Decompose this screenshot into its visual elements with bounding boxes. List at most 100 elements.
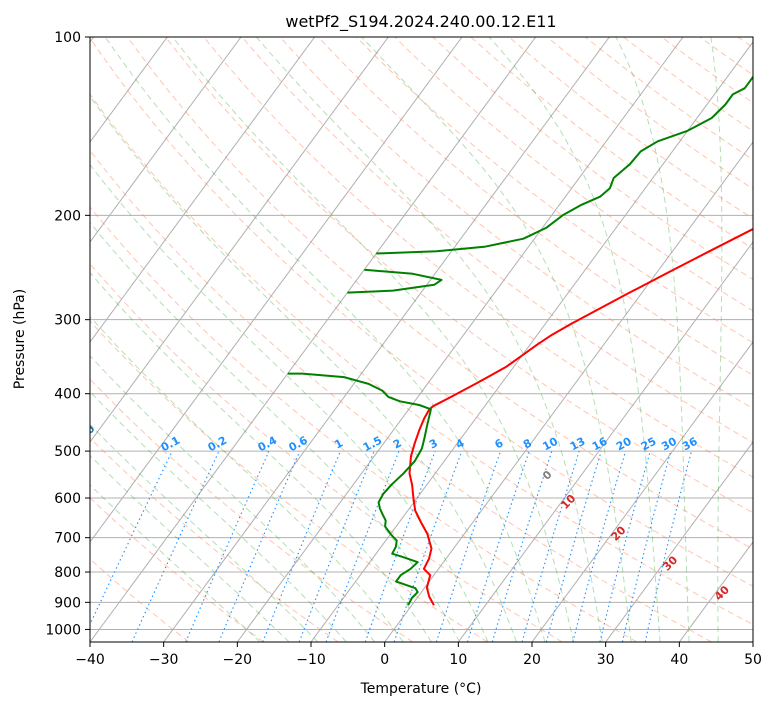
y-tick-label: 700 <box>54 531 81 547</box>
profile-series-0 <box>408 227 753 606</box>
isotherm--50 <box>90 37 463 543</box>
dry-adiabat--10 <box>90 437 339 642</box>
isotherm--40 <box>90 37 537 642</box>
dry-adiabat-170 <box>508 37 753 220</box>
x-tick-label: 10 <box>449 652 467 668</box>
y-tick-label: 800 <box>54 565 81 581</box>
x-tick-label: −40 <box>75 652 105 668</box>
x-tick-label: 40 <box>670 652 688 668</box>
x-tick-label: 0 <box>380 652 389 668</box>
mixing-ratio-line-4 <box>262 450 341 642</box>
moist-adiabat-label: 30 <box>660 553 680 573</box>
moist-adiabat--12 <box>90 423 319 642</box>
mixing-ratio-line-2 <box>185 450 270 642</box>
mixing-ratio-label: 13 <box>568 435 588 454</box>
dry-adiabat-200 <box>623 37 753 132</box>
dry-adiabat-100 <box>241 37 753 444</box>
profile-series-2 <box>347 268 443 294</box>
x-tick-label: −20 <box>223 652 253 668</box>
isotherm--20 <box>236 37 684 642</box>
moist-adiabat-label: 0 <box>540 468 555 483</box>
y-tick-label: 400 <box>54 387 81 403</box>
y-tick-label: 300 <box>54 313 81 329</box>
y-tick-label: 900 <box>54 595 81 611</box>
moist-adiabat-36 <box>488 37 661 642</box>
dry-adiabat-label: -10 <box>75 422 98 446</box>
mixing-ratio-label: 10 <box>540 435 560 454</box>
mixing-ratio-label: 6 <box>493 436 506 451</box>
isotherm--90 <box>90 37 168 143</box>
isotherm--70 <box>90 37 316 343</box>
y-tick-label: 600 <box>54 491 81 507</box>
dry-adiabat-110 <box>279 37 753 410</box>
isotherm-0 <box>384 141 753 642</box>
isotherm-30 <box>605 441 753 642</box>
dry-adiabat-150 <box>432 37 753 281</box>
moist-adiabat-12 <box>90 163 489 642</box>
x-axis: −40 −30 −20 −10 0 10 20 30 40 50 <box>75 642 762 668</box>
mixing-ratio-line-17 <box>644 450 693 642</box>
dry-adiabat-130 <box>356 37 753 344</box>
isotherm--30 <box>163 37 610 642</box>
mixing-ratio-label: 16 <box>590 435 610 454</box>
mixing-ratio-label: 30 <box>659 435 679 454</box>
dry-adiabat-90 <box>203 37 753 478</box>
dry-adiabat--20 <box>90 497 264 642</box>
background-lines <box>90 37 753 642</box>
moist-adiabat-label: 40 <box>712 583 732 603</box>
isotherm--60 <box>90 37 389 443</box>
dry-adiabat-190 <box>585 37 753 161</box>
y-tick-label: 100 <box>54 30 81 46</box>
dry-adiabat-70 <box>127 37 753 550</box>
isotherm-20 <box>531 341 753 642</box>
moist-adiabat-32 <box>361 37 632 642</box>
y-axis: 100 200 300 400 500 600 700 800 900 1000 <box>45 30 90 638</box>
y-axis-label: Pressure (hPa) <box>12 289 28 389</box>
moist-adiabat-40 <box>615 37 690 642</box>
dry-adiabat-140 <box>394 37 753 312</box>
profile-series-3 <box>376 75 753 255</box>
isotherm-50 <box>752 641 753 642</box>
mixing-ratio-label: 3 <box>427 436 440 451</box>
y-tick-label: 500 <box>54 444 81 460</box>
mixing-ratio-line-0 <box>90 450 173 626</box>
mixing-ratio-label: 20 <box>614 435 634 454</box>
mixing-ratio-line-1 <box>131 450 220 642</box>
x-tick-label: −10 <box>296 652 326 668</box>
mixing-ratio-line-15 <box>599 450 651 642</box>
moist-adiabat-8 <box>90 221 461 642</box>
dry-adiabat-80 <box>165 37 753 514</box>
moist-adiabat-44 <box>710 37 723 642</box>
moist-adiabat-4 <box>90 271 432 642</box>
mixing-ratio-label: 8 <box>521 436 534 451</box>
mixing-ratio-line-10 <box>466 450 530 642</box>
dry-adiabat-230 <box>737 37 753 49</box>
mixing-ratio-line-5 <box>298 450 375 642</box>
dry-adiabat-180 <box>546 37 753 190</box>
x-tick-label: −30 <box>149 652 179 668</box>
dry-adiabat-220 <box>699 37 753 76</box>
y-tick-label: 1000 <box>45 622 81 638</box>
x-tick-label: 50 <box>744 652 762 668</box>
isotherm-10 <box>457 241 753 642</box>
mixing-ratio-label: 4 <box>454 436 467 451</box>
mixing-ratio-line-14 <box>572 450 627 642</box>
moist-adiabat-16 <box>90 95 517 642</box>
moist-adiabat-24 <box>172 37 575 642</box>
mixing-ratio-line-8 <box>393 450 463 642</box>
chart-title: wetPf2_S194.2024.240.00.12.E11 <box>285 12 556 32</box>
moist-adiabat--16 <box>90 454 290 642</box>
mixing-ratio-line-7 <box>364 450 436 642</box>
moist-adiabat--8 <box>90 390 347 642</box>
dry-adiabat-30 <box>90 206 638 642</box>
mixing-ratio-line-9 <box>435 450 502 642</box>
series-group <box>287 75 753 606</box>
mixing-ratio-label: 25 <box>639 435 659 454</box>
isotherm--10 <box>310 41 753 642</box>
mixing-ratio-label: 36 <box>680 435 700 454</box>
y-tick-label: 200 <box>54 208 81 224</box>
x-tick-label: 20 <box>523 652 541 668</box>
mixing-ratio-line-12 <box>521 450 580 642</box>
isotherm--80 <box>90 37 242 243</box>
